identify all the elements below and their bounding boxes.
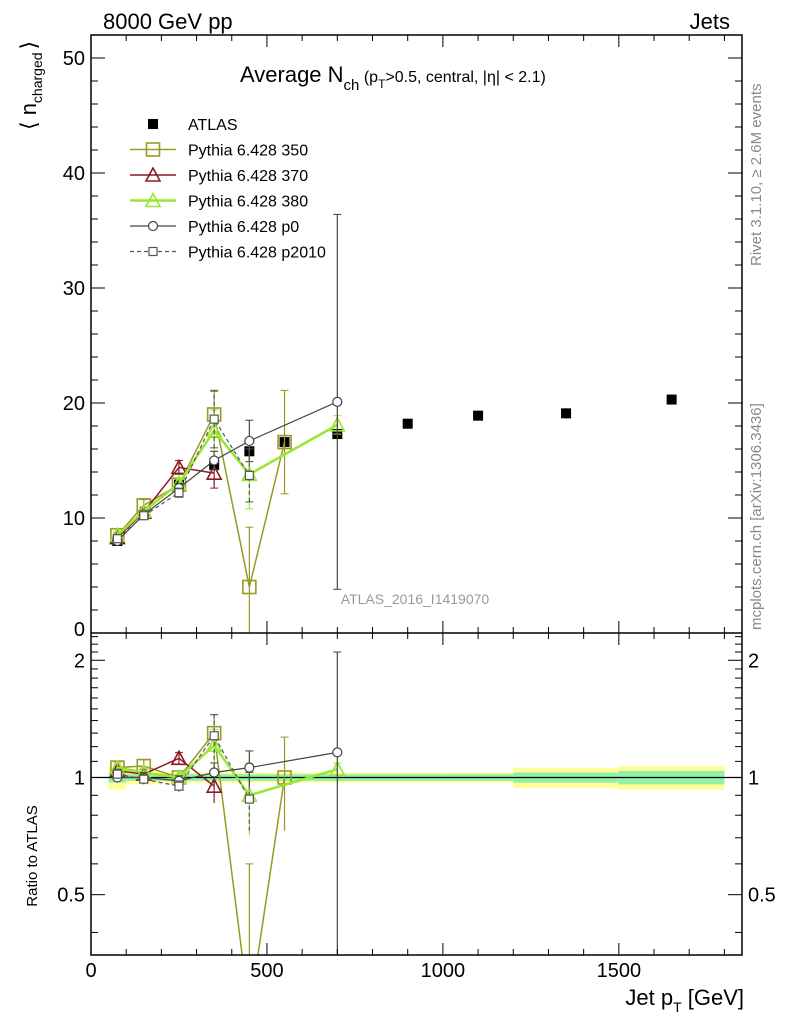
- analysis-watermark: ATLAS_2016_I1419070: [341, 591, 490, 607]
- ratio-tick-label-right: 1: [748, 767, 759, 789]
- ratio-tick-label-right: 2: [748, 650, 759, 672]
- y-tick-label-zero: 0: [74, 619, 85, 641]
- ratio-point: [112, 769, 122, 779]
- data-point: [561, 408, 572, 419]
- legend-item-p0: Pythia 6.428 p0: [130, 219, 299, 236]
- ratio-series-line: [117, 757, 215, 787]
- legend-item-p380: Pythia 6.428 380: [130, 191, 308, 211]
- ratio-point: [209, 731, 219, 741]
- mc-point: [170, 458, 188, 475]
- x-axis-label: Jet pT [GeV]: [625, 985, 744, 1015]
- y-tick-label: 10: [63, 508, 85, 530]
- series-line: [116, 412, 286, 588]
- x-tick-label: 0: [85, 960, 96, 982]
- ratio-tick-label: 2: [74, 650, 85, 672]
- ratio-series-p0: [112, 651, 343, 955]
- y-tick-label: 40: [63, 163, 85, 185]
- ratio-point: [170, 749, 188, 766]
- legend-marker: [144, 191, 162, 208]
- ratio-tick-label: 1: [74, 767, 85, 789]
- legend-label: Pythia 6.428 p0: [188, 219, 299, 236]
- ratio-point: [174, 781, 184, 791]
- ratio-point: [139, 774, 149, 784]
- mc-point: [332, 396, 343, 407]
- ratio-point: [244, 762, 255, 773]
- mc-point: [174, 488, 184, 498]
- data-point: [473, 410, 484, 421]
- mc-point: [112, 534, 122, 544]
- mc-point: [139, 511, 149, 521]
- mc-point: [205, 464, 223, 480]
- ratio-series-line: [117, 734, 250, 800]
- series-p2010: [112, 389, 254, 544]
- lower-y-axis-label: Ratio to ATLAS: [24, 805, 41, 906]
- x-tick-label: 500: [250, 960, 283, 982]
- mc-point: [277, 434, 292, 450]
- legend-label: ATLAS: [188, 117, 238, 134]
- legend-item-p370: Pythia 6.428 370: [130, 166, 308, 185]
- ratio-series-line: [117, 731, 286, 955]
- x-tick-label: 1500: [597, 960, 642, 982]
- legend-item-p2010: Pythia 6.428 p2010: [130, 245, 326, 262]
- ratio-point: [209, 767, 220, 778]
- y-tick-label: 20: [63, 393, 85, 415]
- legend-label: Pythia 6.428 370: [188, 168, 308, 185]
- plot-legend: ATLAS Pythia 6.428 350 Pythia 6.428 370 Pyt…: [130, 117, 326, 262]
- x-tick-label: 1000: [421, 960, 466, 982]
- legend-label: Pythia 6.428 p2010: [188, 245, 326, 262]
- y-tick-label: 50: [63, 48, 85, 70]
- ratio-tick-label-right: 0.5: [748, 885, 776, 907]
- mc-point: [209, 414, 219, 424]
- ratio-point: [244, 794, 254, 804]
- upper-y-axis-label: ⟨ ncharged⟩: [16, 41, 45, 130]
- ratio-point: [205, 777, 223, 793]
- ratio-point: [332, 747, 343, 758]
- mcplots-reference-label: mcplots.cern.ch [arXiv:1306.3436]: [748, 403, 765, 630]
- mc-point: [244, 435, 255, 447]
- rivet-version-label: Rivet 3.1.10, ≥ 2.6M events: [748, 84, 765, 267]
- data-point: [666, 394, 677, 405]
- legend-marker: [148, 246, 158, 257]
- mc-point: [205, 421, 223, 438]
- series-line: [116, 466, 215, 539]
- legend-marker: [145, 142, 161, 157]
- mc-point: [242, 579, 257, 595]
- legend-label: Pythia 6.428 350: [188, 143, 308, 160]
- mc-point: [209, 455, 220, 466]
- mc-point: [244, 470, 254, 481]
- series-line: [116, 401, 338, 542]
- ratio-series-p2010: [112, 714, 254, 831]
- series-p0: [112, 213, 343, 590]
- y-tick-label: 30: [63, 278, 85, 300]
- legend-label: Pythia 6.428 380: [188, 194, 308, 211]
- legend-item-p350: Pythia 6.428 350: [130, 142, 308, 160]
- upper-panel-series: [109, 213, 677, 633]
- upper-plot-title: Average Nch (pT>0.5, central, |η| < 2.1): [240, 62, 546, 94]
- ratio-panel-series: [91, 651, 742, 955]
- legend-marker: [147, 220, 159, 232]
- data-point: [402, 418, 413, 429]
- header-energy: 8000 GeV pp: [103, 9, 233, 34]
- legend-item-atlas: ATLAS: [148, 117, 238, 134]
- legend-marker: [144, 166, 162, 182]
- header-jets: Jets: [690, 9, 730, 34]
- ratio-tick-label: 0.5: [57, 885, 85, 907]
- legend-marker: [148, 119, 158, 129]
